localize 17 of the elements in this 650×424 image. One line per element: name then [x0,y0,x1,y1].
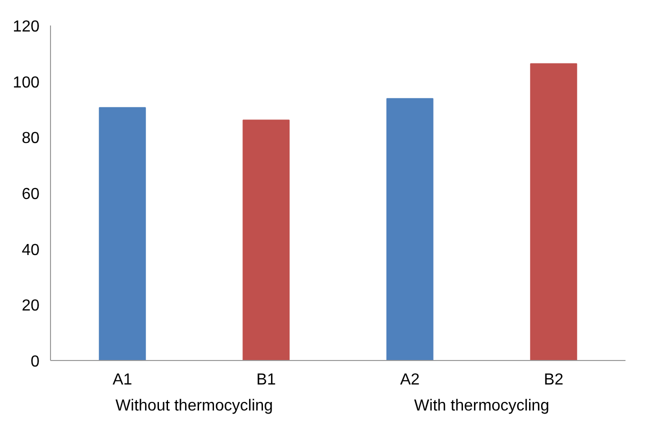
text: Without thermocycling [116,398,273,414]
bar [242,120,290,360]
y-tick-label: 0 [30,354,40,370]
y-tick-label: 20 [22,298,40,315]
text: With thermocycling [414,398,550,414]
x-tick-label: A2 [400,372,420,388]
y-tick-label: 100 [12,74,40,92]
y-tick-label: 120 [12,18,40,36]
bar [530,63,578,360]
y-tick-label: 40 [22,242,40,259]
x-tick-label: B2 [544,372,564,388]
y-tick-label: 80 [22,130,40,148]
x-tick-label: B1 [256,372,276,388]
x-tick-label: A1 [112,372,132,388]
y-tick-label: 60 [22,186,40,203]
bar [98,107,146,360]
bar [386,98,434,360]
